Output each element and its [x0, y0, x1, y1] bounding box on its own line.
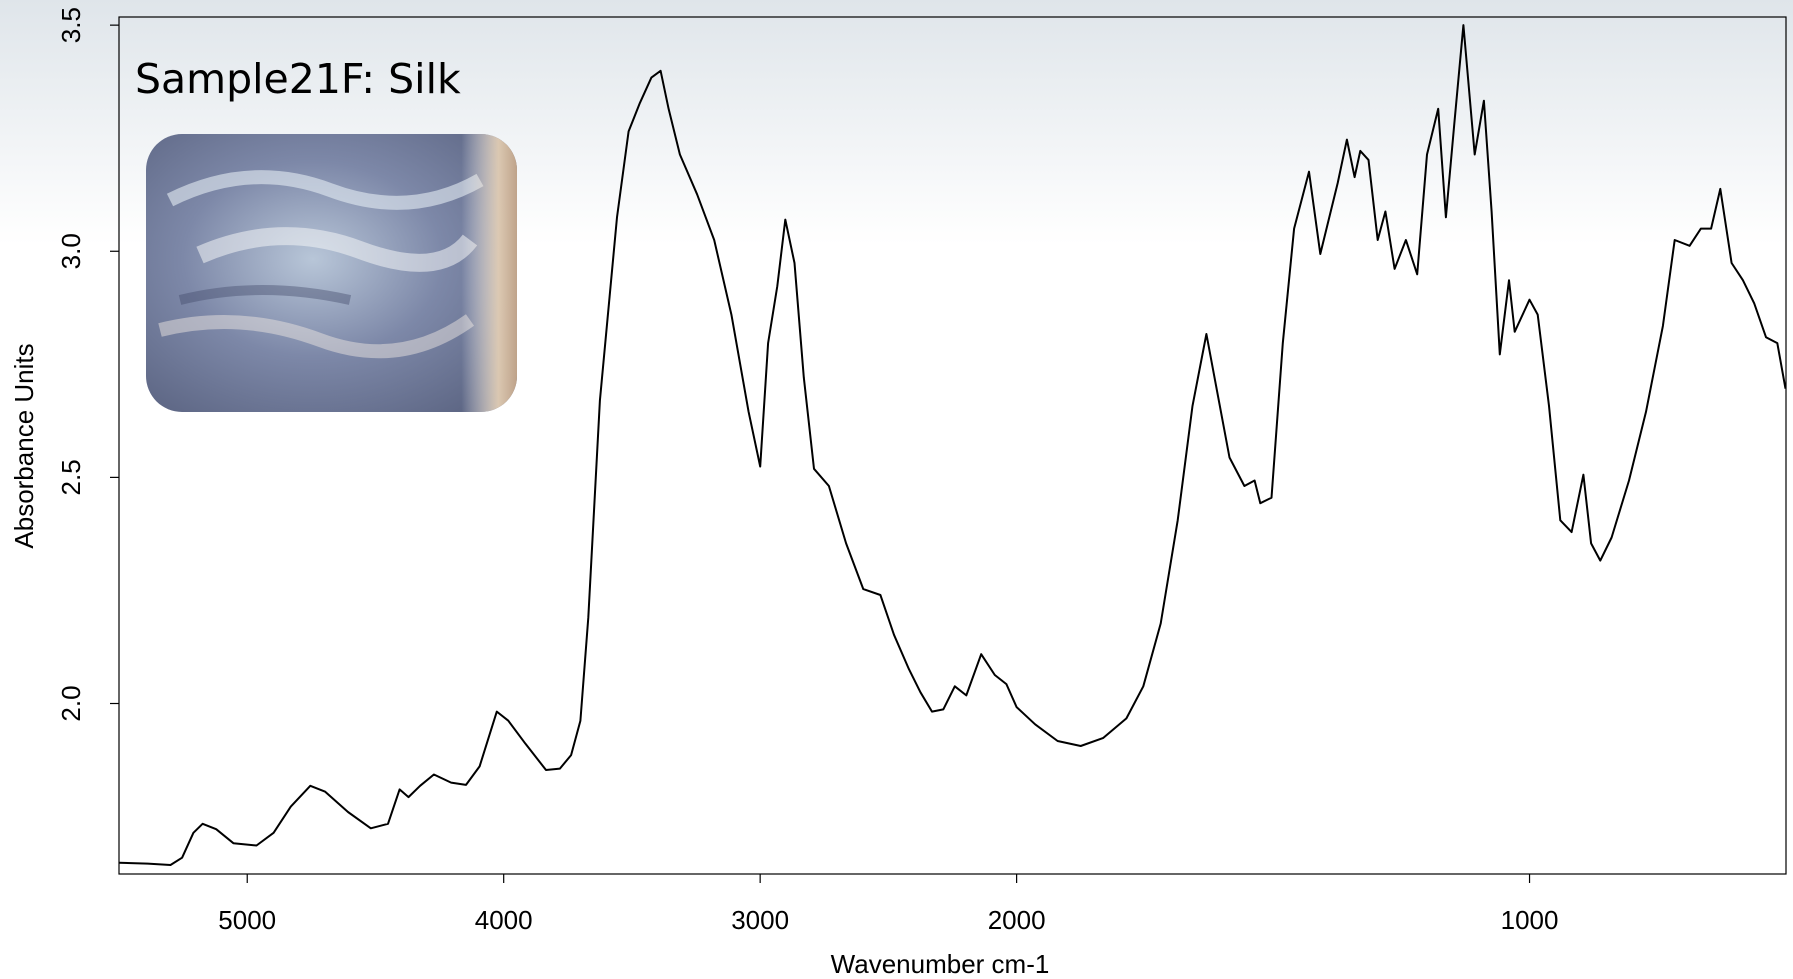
- spectrum-line: [118, 24, 1787, 866]
- x-tick-label: 3000: [731, 905, 789, 935]
- y-tick-label: 3.5: [56, 7, 86, 43]
- x-tick-label: 4000: [475, 905, 533, 935]
- x-tick-label: 5000: [218, 905, 276, 935]
- y-axis-label: Absorbance Units: [9, 343, 39, 548]
- y-tick-label: 2.0: [56, 685, 86, 721]
- y-tick-label: 3.0: [56, 233, 86, 269]
- x-tick-label: 1000: [1501, 905, 1559, 935]
- y-tick-label: 2.5: [56, 459, 86, 495]
- x-axis-label: Wavenumber cm-1: [831, 949, 1050, 979]
- chart-title: Sample21F: Silk: [135, 55, 461, 103]
- plot-frame: [118, 16, 1787, 875]
- x-tick-label: 2000: [988, 905, 1046, 935]
- sample-photo: [146, 134, 517, 412]
